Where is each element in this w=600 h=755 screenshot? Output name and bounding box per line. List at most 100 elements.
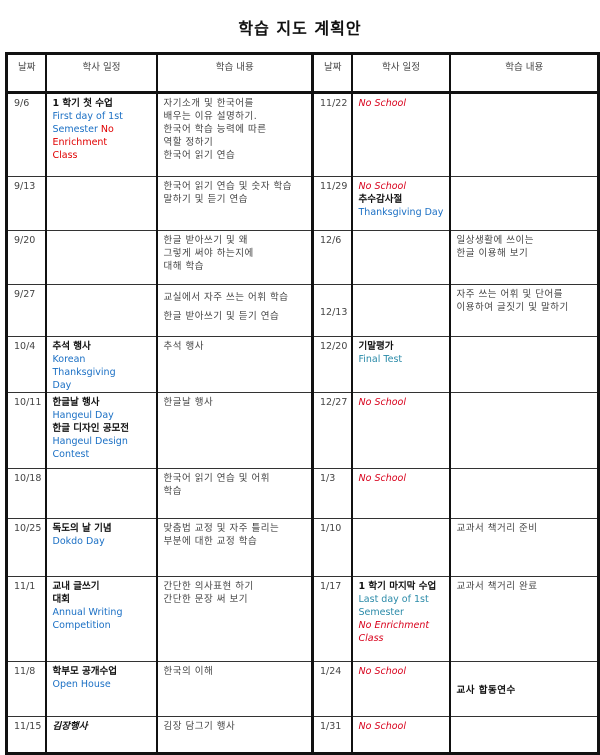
schedule-text: Class bbox=[358, 633, 384, 644]
content-cell bbox=[449, 336, 599, 393]
schedule-text: 학부모 공개수업 bbox=[52, 666, 118, 677]
content-line: 김장 담그기 행사 bbox=[163, 721, 236, 732]
content-line: 이용하여 글짓기 및 말하기 bbox=[456, 302, 569, 313]
date-cell: 10/18 bbox=[6, 468, 47, 519]
date-text: 1/3 bbox=[320, 473, 336, 484]
date-cell: 9/20 bbox=[6, 230, 47, 285]
date-cell: 11/22 bbox=[312, 92, 353, 177]
schedule-text: Contest bbox=[52, 449, 90, 460]
date-cell: 12/13 bbox=[312, 284, 353, 337]
content-line: 배우는 이유 설명하기. bbox=[163, 111, 258, 122]
date-text: 1/10 bbox=[320, 523, 342, 534]
content-cell bbox=[449, 176, 599, 231]
schedule-text: No Enrichment bbox=[358, 620, 430, 631]
content-cell bbox=[449, 392, 599, 469]
schedule-line: No School bbox=[359, 396, 444, 409]
schedule-cell: 1 학기 마지막 수업 Last day of 1st Semester No Enr… bbox=[351, 576, 451, 662]
schedule-line: Last day of 1st bbox=[359, 593, 444, 606]
content-line: 일상생활에 쓰이는 bbox=[456, 235, 534, 246]
content-cell: 간단한 의사표현 하기 간단한 문장 써 보기 bbox=[156, 576, 314, 662]
schedule-text: 교내 글쓰기 bbox=[52, 581, 100, 592]
date-text: 11/8 bbox=[14, 666, 36, 677]
content-line: 한국어 읽기 연습 및 숫자 학습 bbox=[163, 181, 292, 192]
content-line: 한국어 학습 능력에 따른 bbox=[163, 124, 267, 135]
schedule-text: Last day of 1st bbox=[358, 594, 429, 605]
content-line: 그렇게 써야 하는지에 bbox=[163, 248, 254, 259]
schedule-cell: No School bbox=[351, 468, 451, 519]
schedule-text: No School bbox=[358, 666, 406, 677]
schedule-text: Annual Writing bbox=[52, 607, 123, 618]
content-line: 교과서 책거리 준비 bbox=[456, 523, 538, 534]
date-cell: 12/27 bbox=[312, 392, 353, 469]
schedule-line: Enrichment bbox=[53, 136, 151, 149]
content-line: 한국어 읽기 연습 및 어휘 bbox=[163, 473, 270, 484]
schedule-cell: 추석 행사 Korean Thanksgiving Day bbox=[45, 336, 158, 393]
content-line: 교사 합동연수 bbox=[456, 685, 516, 696]
schedule-line: No School bbox=[359, 97, 444, 110]
content-line: 말하기 및 듣기 연습 bbox=[163, 194, 248, 205]
date-cell: 1/3 bbox=[312, 468, 353, 519]
schedule-line: Competition bbox=[53, 619, 151, 632]
table-row: 10/4 추석 행사 Korean Thanksgiving Day 추석 행사 12/2… bbox=[6, 336, 599, 393]
content-line: 간단한 문장 써 보기 bbox=[163, 594, 248, 605]
schedule-cell: 김장행사 bbox=[45, 716, 158, 754]
schedule-text: No bbox=[97, 124, 114, 135]
header-content: 학습 내용 bbox=[156, 53, 314, 94]
schedule-line: No School bbox=[359, 472, 444, 485]
schedule-text: No School bbox=[358, 721, 406, 732]
content-line: 교과서 책거리 완료 bbox=[456, 581, 538, 592]
schedule-line: 한글날 행사 bbox=[53, 396, 151, 409]
schedule-text: Open House bbox=[52, 679, 111, 690]
table-row: 9/27 교실에서 자주 쓰는 어휘 학습 한글 받아쓰기 및 듣기 연습 12/13… bbox=[6, 284, 599, 337]
date-text: 12/20 bbox=[320, 341, 348, 352]
schedule-text: 1 학기 첫 수업 bbox=[52, 98, 113, 109]
schedule-text: No School bbox=[358, 98, 406, 109]
schedule-text: 한글 디자인 공모전 bbox=[52, 423, 130, 434]
schedule-text: Korean Thanksgiving bbox=[52, 354, 116, 378]
content-line: 학습 bbox=[163, 486, 182, 497]
header-schedule: 학사 일정 bbox=[45, 53, 158, 94]
content-line: 대해 학습 bbox=[163, 261, 204, 272]
header-date: 날짜 bbox=[6, 53, 47, 94]
date-cell: 11/8 bbox=[6, 661, 47, 717]
content-cell bbox=[449, 468, 599, 519]
content-cell: 자기소개 및 한국어를 배우는 이유 설명하기. 한국어 학습 능력에 따른 역할 정… bbox=[156, 92, 314, 177]
schedule-cell: 한글날 행사 Hangeul Day 한글 디자인 공모전 Hangeul Desig… bbox=[45, 392, 158, 469]
schedule-line: First day of 1st bbox=[53, 110, 151, 123]
schedule-text: 한글날 행사 bbox=[52, 397, 100, 408]
schedule-text: Hangeul Design bbox=[52, 436, 128, 447]
schedule-line: 기말평가 bbox=[359, 340, 444, 353]
content-cell: 교과서 책거리 완료 bbox=[449, 576, 599, 662]
date-cell: 10/4 bbox=[6, 336, 47, 393]
schedule-line: Semester bbox=[359, 606, 444, 619]
content-line: 자기소개 및 한국어를 bbox=[163, 98, 254, 109]
schedule-cell bbox=[45, 284, 158, 337]
schedule-cell: 1 학기 첫 수업 First day of 1st Semester No Enri… bbox=[45, 92, 158, 177]
content-cell: 자주 쓰는 어휘 및 단어를 이용하여 글짓기 및 말하기 bbox=[449, 284, 599, 337]
content-line: 맞춤법 교정 및 자주 틀리는 bbox=[163, 523, 280, 534]
schedule-text: No School bbox=[358, 397, 406, 408]
table-row: 9/20 한글 받아쓰기 및 왜 그렇게 써야 하는지에 대해 학습 12/6 일상생활에… bbox=[6, 230, 599, 285]
date-text: 11/29 bbox=[320, 181, 348, 192]
schedule-cell: 학부모 공개수업 Open House bbox=[45, 661, 158, 717]
schedule-line: No School bbox=[359, 720, 444, 733]
schedule-text: Competition bbox=[52, 620, 111, 631]
table-row: 11/15 김장행사 김장 담그기 행사 1/31 No School bbox=[6, 716, 599, 754]
schedule-line: No Enrichment bbox=[359, 619, 444, 632]
date-text: 9/6 bbox=[14, 98, 30, 109]
date-cell: 9/13 bbox=[6, 176, 47, 231]
date-cell: 1/17 bbox=[312, 576, 353, 662]
schedule-line: Final Test bbox=[359, 353, 444, 366]
schedule-cell: No School bbox=[351, 92, 451, 177]
date-text: 12/13 bbox=[320, 306, 348, 318]
schedule-line: 대회 bbox=[53, 593, 151, 606]
date-text: 1/31 bbox=[320, 721, 342, 732]
page-title: 학습 지도 계획안 bbox=[238, 19, 362, 38]
date-cell: 12/20 bbox=[312, 336, 353, 393]
content-line: 부분에 대한 교정 학습 bbox=[163, 536, 258, 547]
schedule-line: Korean Thanksgiving bbox=[53, 353, 151, 379]
content-cell bbox=[449, 716, 599, 754]
content-line: 한글 받아쓰기 및 왜 bbox=[163, 235, 248, 246]
date-cell: 1/31 bbox=[312, 716, 353, 754]
